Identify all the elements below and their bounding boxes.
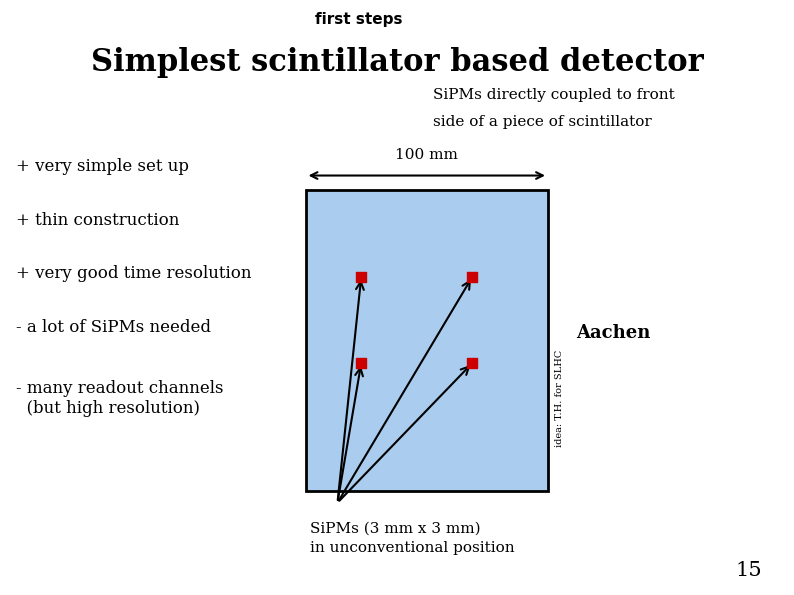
Point: [466, 358, 479, 368]
Text: + thin construction: + thin construction: [16, 212, 179, 228]
Text: idea: T.H. for SLHC: idea: T.H. for SLHC: [555, 350, 565, 447]
Text: SiPMs directly coupled to front: SiPMs directly coupled to front: [433, 88, 674, 102]
Point: [355, 358, 368, 368]
Text: Aachen: Aachen: [576, 324, 650, 342]
Text: first steps: first steps: [315, 12, 403, 27]
Text: + very good time resolution: + very good time resolution: [16, 265, 252, 282]
Text: side of a piece of scintillator: side of a piece of scintillator: [433, 115, 652, 129]
Point: [466, 272, 479, 281]
Text: - many readout channels
  (but high resolution): - many readout channels (but high resolu…: [16, 380, 223, 417]
Bar: [306, 190, 548, 491]
Text: Simplest scintillator based detector: Simplest scintillator based detector: [91, 47, 703, 78]
Point: [355, 272, 368, 281]
Text: 15: 15: [735, 561, 762, 580]
Text: + very simple set up: + very simple set up: [16, 158, 189, 175]
Text: - a lot of SiPMs needed: - a lot of SiPMs needed: [16, 319, 211, 336]
Text: 100 mm: 100 mm: [395, 148, 458, 162]
Text: SiPMs (3 mm x 3 mm)
in unconventional position: SiPMs (3 mm x 3 mm) in unconventional po…: [310, 522, 515, 555]
